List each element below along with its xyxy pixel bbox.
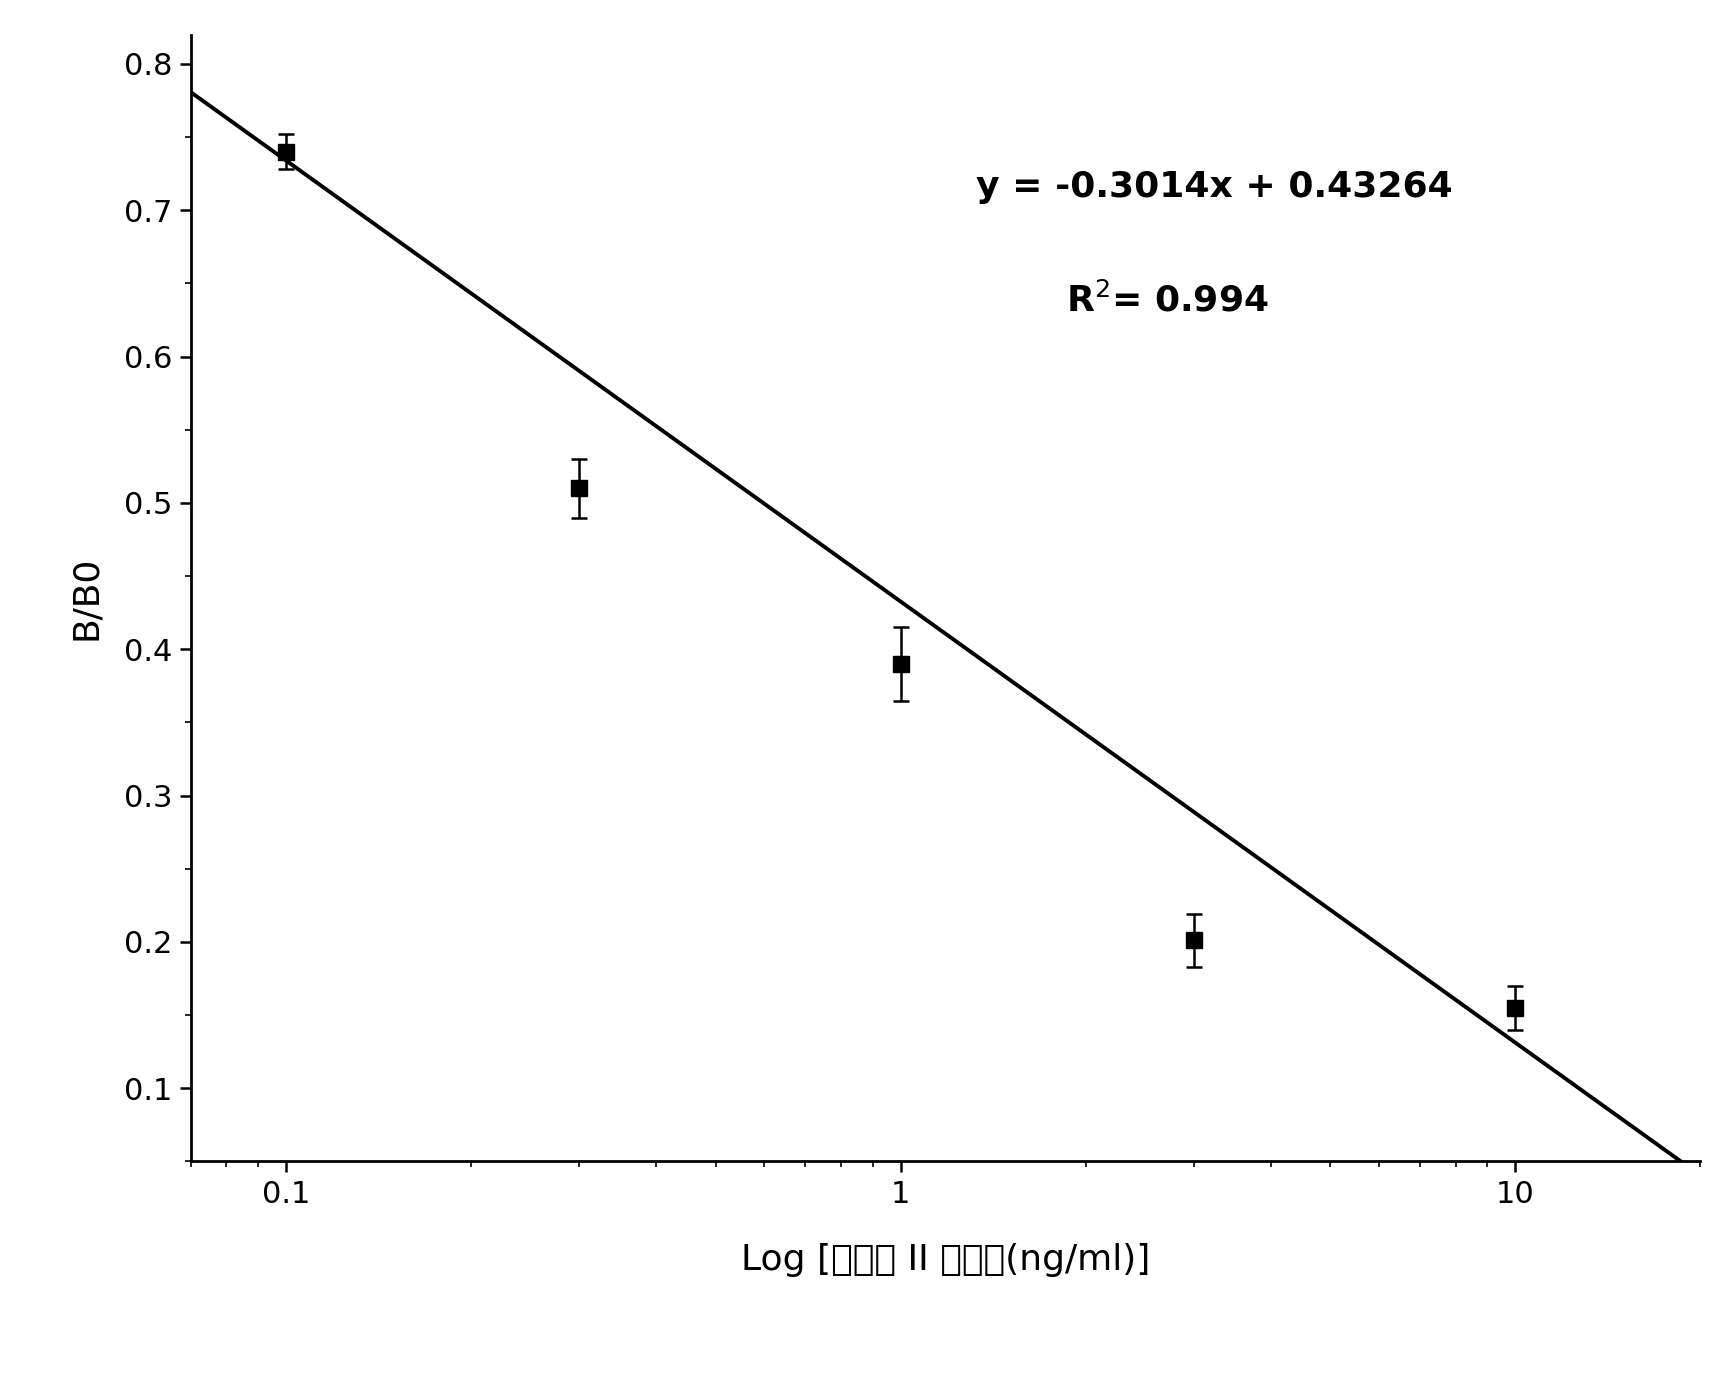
Text: R$^2$= 0.994: R$^2$= 0.994 [1067, 283, 1268, 319]
X-axis label: Log [酸性橙 II 的濃度(ng/ml)]: Log [酸性橙 II 的濃度(ng/ml)] [741, 1243, 1150, 1277]
Y-axis label: B/B0: B/B0 [69, 557, 104, 641]
Text: y = -0.3014x + 0.43264: y = -0.3014x + 0.43264 [975, 170, 1452, 204]
